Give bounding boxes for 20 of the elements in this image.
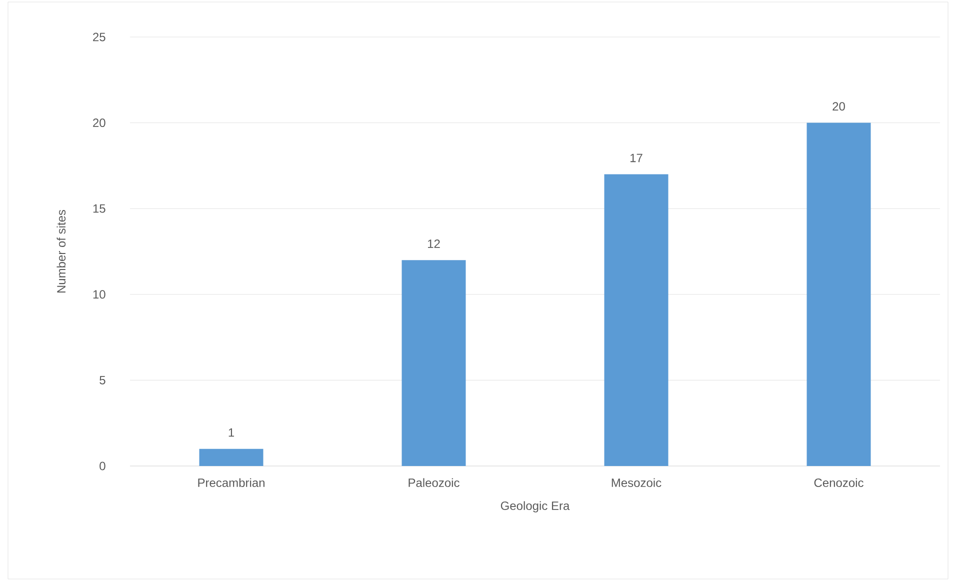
x-tick-label: Mesozoic (612, 478, 662, 488)
y-axis-title: Number of sites (56, 210, 66, 293)
bar (604, 174, 668, 466)
y-tick-label: 10 (93, 290, 106, 299)
data-label: 1 (228, 428, 234, 437)
bar (402, 260, 466, 466)
x-tick-label: Precambrian (198, 478, 264, 488)
bar (199, 448, 264, 466)
y-tick-label: 15 (93, 204, 106, 213)
x-tick-label: Cenozoic (814, 478, 864, 488)
y-tick-label: 20 (93, 118, 106, 128)
y-tick-label: 25 (93, 32, 106, 42)
x-tick-label: Paleozoic (408, 478, 460, 488)
x-axis-title: Geologic Era (500, 501, 570, 512)
y-tick-label: 0 (100, 462, 106, 470)
bar (806, 122, 871, 466)
data-label: 12 (428, 240, 440, 248)
data-label: 17 (630, 154, 642, 162)
y-tick-label: 5 (100, 376, 106, 384)
data-label: 20 (832, 102, 845, 111)
